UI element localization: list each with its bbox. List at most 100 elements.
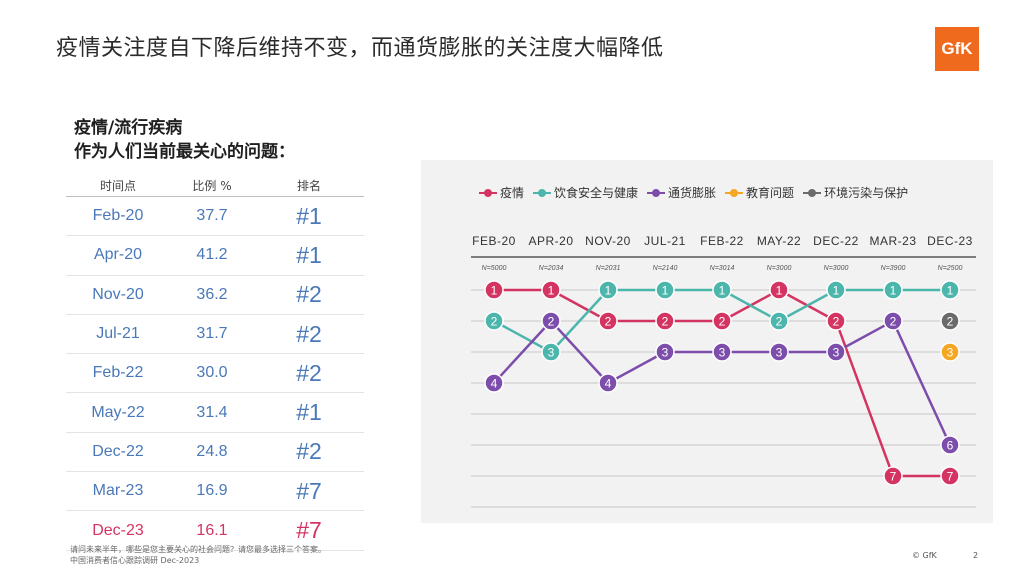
gfk-logo: GfK bbox=[935, 27, 979, 71]
table-row: Feb-22 30.0 #2 bbox=[66, 354, 364, 394]
sample-size-label: N=3000 bbox=[767, 265, 792, 272]
table-row: May-22 31.4 #1 bbox=[66, 393, 364, 433]
legend-item: 通货膨胀 bbox=[647, 184, 716, 201]
sample-size-label: N=3014 bbox=[710, 265, 735, 272]
row-rank: #2 bbox=[296, 359, 322, 386]
x-tick-label: NOV-20 bbox=[585, 234, 631, 248]
data-point bbox=[598, 311, 618, 331]
data-label: 1 bbox=[947, 284, 954, 298]
data-label: 3 bbox=[719, 346, 726, 360]
data-label: 1 bbox=[890, 284, 897, 298]
data-label: 2 bbox=[890, 315, 897, 329]
table-heading-line2: 作为人们当前最关心的问题： bbox=[74, 142, 295, 162]
chart-svg: FEB-20 N=5000 APR-20 N=2034 NOV-20 N=2031 JUL-… bbox=[471, 234, 976, 508]
data-point bbox=[712, 280, 732, 300]
data-point bbox=[940, 311, 960, 331]
data-point bbox=[655, 342, 675, 362]
legend-swatch bbox=[803, 188, 822, 197]
sample-size-label: N=2500 bbox=[938, 265, 963, 272]
ranking-table: 时间点 比例 % 排名 Feb-20 37.7 #1 Apr-20 41.2 #1 Nov-… bbox=[66, 174, 364, 551]
footnote-question: 请问未来半年，哪些是您主要关心的社会问题？请您最多选择三个答案。 bbox=[70, 545, 326, 554]
table-row: Apr-20 41.2 #1 bbox=[66, 236, 364, 276]
data-point bbox=[484, 373, 504, 393]
row-percent: 31.7 bbox=[196, 325, 228, 343]
footnote-source: 中国消费者信心跟踪调研 Dec-2023 bbox=[70, 556, 200, 565]
row-time: Dec-23 bbox=[92, 521, 144, 539]
data-label: 2 bbox=[548, 315, 555, 329]
data-point bbox=[598, 280, 618, 300]
x-tick-label: FEB-20 bbox=[472, 234, 516, 248]
data-point bbox=[769, 311, 789, 331]
x-tick-label: MAR-23 bbox=[869, 234, 916, 248]
data-point bbox=[769, 342, 789, 362]
legend-swatch bbox=[533, 188, 552, 197]
legend-dot bbox=[730, 188, 739, 197]
x-tick-label: DEC-23 bbox=[927, 234, 973, 248]
data-point bbox=[484, 311, 504, 331]
row-percent: 31.4 bbox=[196, 403, 228, 421]
row-rank: #7 bbox=[296, 517, 322, 544]
page-title: 疫情关注度自下降后维持不变，而通货膨胀的关注度大幅降低 bbox=[56, 36, 664, 61]
data-label: 1 bbox=[776, 284, 783, 298]
data-label: 1 bbox=[662, 284, 669, 298]
row-time: Mar-23 bbox=[92, 482, 144, 500]
data-label: 7 bbox=[890, 470, 897, 484]
sample-size-label: N=2031 bbox=[596, 265, 621, 272]
column-header-time: 时间点 bbox=[99, 178, 136, 193]
table-header-row: 时间点 比例 % 排名 bbox=[66, 174, 364, 197]
legend-item: 饮食安全与健康 bbox=[533, 184, 638, 201]
page-number: 2 bbox=[973, 551, 979, 560]
sample-size-label: N=3900 bbox=[881, 265, 906, 272]
data-label: 4 bbox=[605, 377, 612, 391]
row-percent: 16.1 bbox=[196, 521, 228, 539]
data-point bbox=[541, 311, 561, 331]
data-label: 3 bbox=[833, 346, 840, 360]
legend-dot bbox=[808, 188, 817, 197]
row-percent: 36.2 bbox=[196, 285, 228, 303]
data-label: 3 bbox=[776, 346, 783, 360]
chart-legend: 疫情 饮食安全与健康 通货膨胀 教育问题 环境污染与保护 bbox=[479, 184, 908, 201]
data-point bbox=[712, 311, 732, 331]
table-heading-line1: 疫情/流行疾病 bbox=[74, 118, 183, 138]
row-time: Jul-21 bbox=[96, 325, 140, 343]
data-point bbox=[769, 280, 789, 300]
row-percent: 24.8 bbox=[196, 442, 228, 460]
row-rank: #7 bbox=[296, 477, 322, 504]
legend-label: 疫情 bbox=[500, 186, 525, 200]
data-point bbox=[883, 280, 903, 300]
row-percent: 41.2 bbox=[196, 246, 228, 264]
legend-label: 教育问题 bbox=[746, 186, 795, 200]
legend-dot bbox=[484, 188, 492, 197]
data-label: 1 bbox=[605, 284, 612, 298]
footnote: 请问未来半年，哪些是您主要关心的社会问题？请您最多选择三个答案。 中国消费者信心… bbox=[70, 544, 326, 566]
row-time: May-22 bbox=[91, 403, 145, 421]
column-header-rank: 排名 bbox=[296, 178, 321, 193]
data-label: 1 bbox=[491, 284, 498, 298]
legend-dot bbox=[538, 188, 547, 197]
table-row: Feb-20 37.7 #1 bbox=[66, 197, 364, 237]
row-rank: #2 bbox=[296, 320, 322, 347]
data-point bbox=[940, 342, 960, 362]
row-rank: #1 bbox=[296, 399, 322, 426]
data-label: 4 bbox=[491, 377, 498, 391]
x-tick-label: DEC-22 bbox=[813, 234, 859, 248]
legend-label: 通货膨胀 bbox=[668, 186, 717, 200]
data-point bbox=[541, 342, 561, 362]
x-tick-label: FEB-22 bbox=[700, 234, 744, 248]
data-label: 6 bbox=[947, 439, 954, 453]
row-percent: 37.7 bbox=[196, 207, 228, 225]
legend-label: 饮食安全与健康 bbox=[554, 186, 639, 200]
data-point bbox=[655, 280, 675, 300]
data-label: 1 bbox=[719, 284, 726, 298]
data-point bbox=[826, 342, 846, 362]
data-point bbox=[541, 280, 561, 300]
data-point bbox=[598, 373, 618, 393]
sample-size-label: N=5000 bbox=[482, 265, 507, 272]
data-point bbox=[883, 311, 903, 331]
legend-dot bbox=[652, 188, 661, 197]
data-label: 1 bbox=[548, 284, 555, 298]
data-label: 2 bbox=[491, 315, 498, 329]
row-time: Dec-22 bbox=[92, 442, 144, 460]
data-label: 3 bbox=[548, 346, 555, 360]
legend-item: 疫情 bbox=[479, 184, 524, 201]
